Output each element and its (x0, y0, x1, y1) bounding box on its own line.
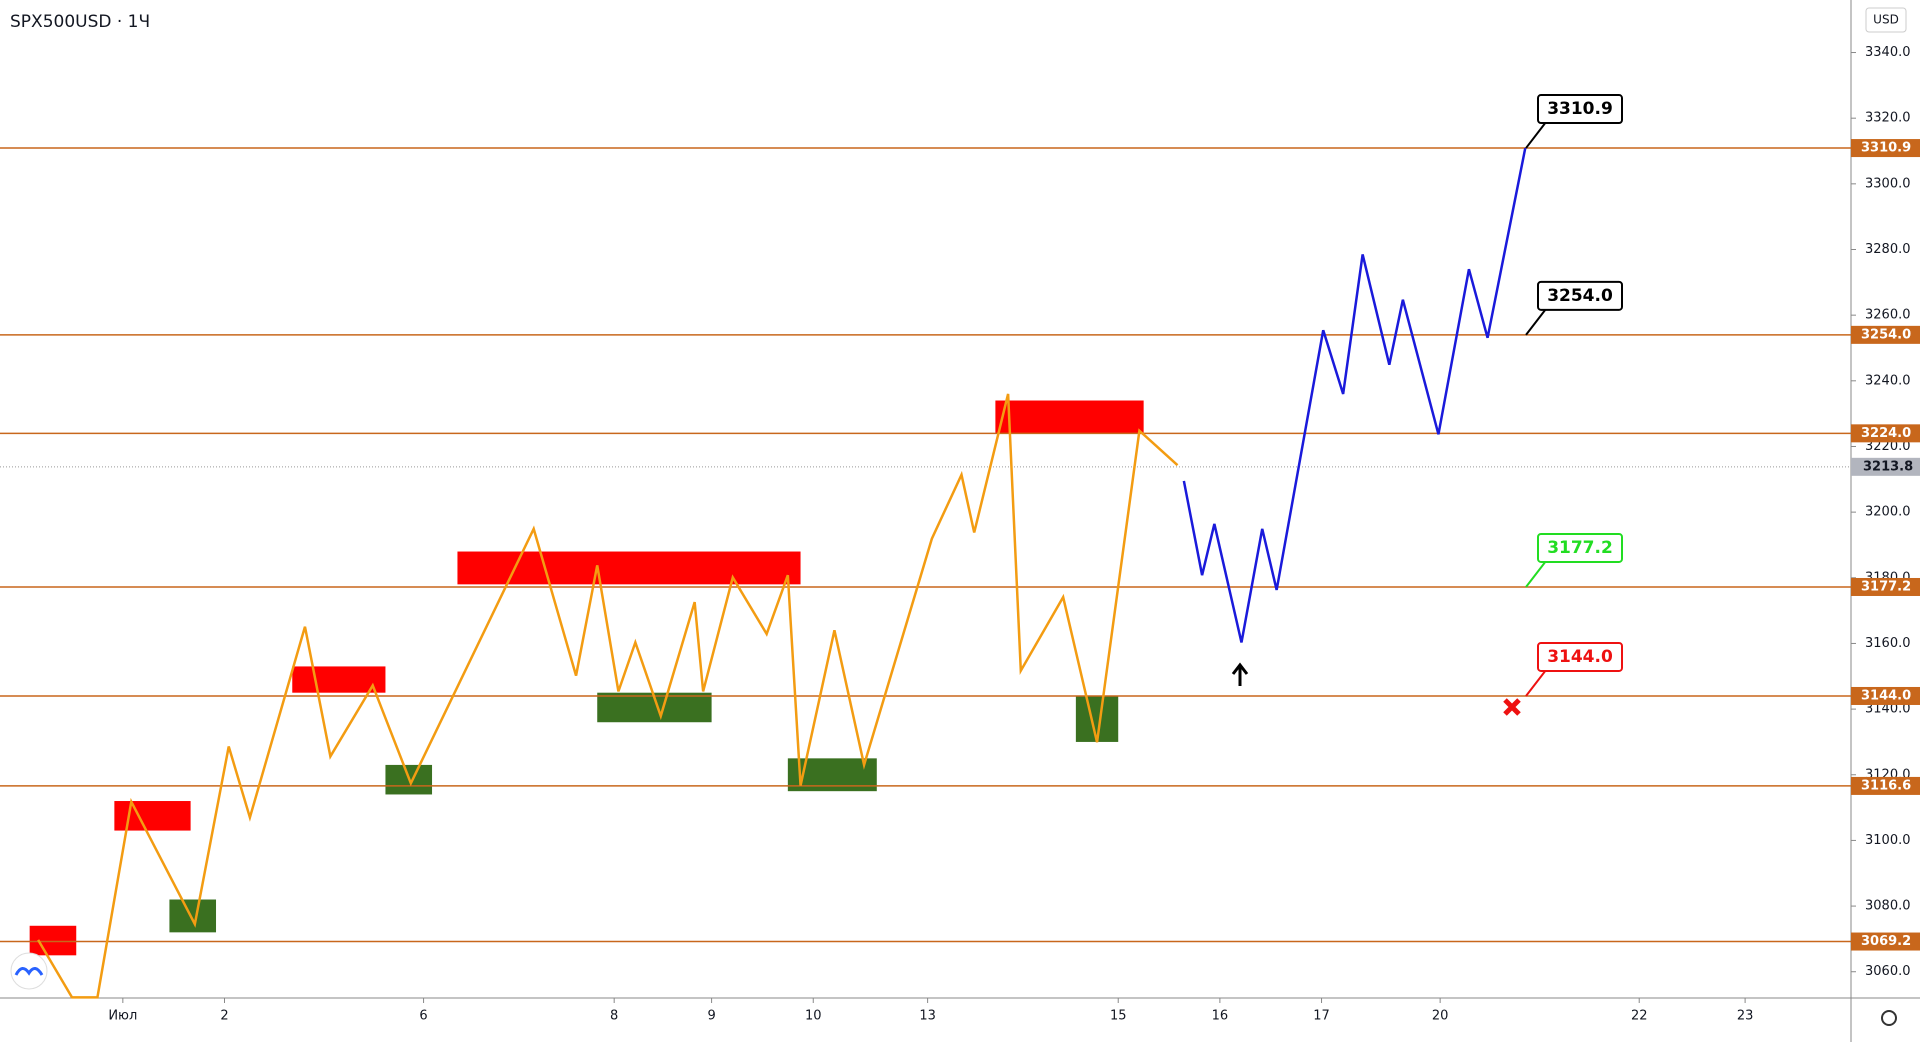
callout-label: 3177.2 (1547, 538, 1613, 558)
chart-title: SPX500USD · 1Ч (10, 12, 150, 32)
up-arrow (1231, 662, 1249, 686)
y-tick-label: 3200.0 (1865, 505, 1911, 520)
x-tick-label: 6 (419, 1009, 427, 1024)
x-tick-label: 23 (1737, 1009, 1754, 1024)
current-price-box (1851, 457, 1920, 476)
level-label: 3144.0 (1861, 688, 1911, 703)
x-tick-label: 13 (919, 1009, 936, 1024)
plot: 3060.03080.03100.03120.03140.03160.03180… (0, 45, 1920, 1024)
price-path (37, 393, 1179, 999)
y-tick-label: 3160.0 (1865, 636, 1911, 651)
level-box (1851, 325, 1920, 344)
level-label: 3177.2 (1861, 579, 1911, 594)
current-price-label: 3213.8 (1863, 459, 1913, 474)
zone (169, 899, 217, 933)
level-label: 3224.0 (1861, 426, 1911, 441)
x-tick-label: 17 (1313, 1009, 1330, 1024)
logo-mark (14, 967, 44, 976)
y-tick-label: 3280.0 (1865, 242, 1911, 257)
y-tick-label: 3220.0 (1865, 439, 1911, 454)
level-label: 3069.2 (1861, 934, 1911, 949)
price-path (1182, 147, 1527, 643)
stop-cross (1503, 698, 1521, 716)
zone (29, 925, 77, 956)
x-tick-label: 20 (1432, 1009, 1449, 1024)
callout-label: 3310.9 (1547, 99, 1613, 119)
y-tick-label: 3300.0 (1865, 176, 1911, 191)
y-tick-label: 3240.0 (1865, 373, 1911, 388)
level-box (1851, 424, 1920, 443)
settings-icon[interactable] (1881, 1010, 1897, 1026)
y-tick-label: 3060.0 (1865, 964, 1911, 979)
x-tick-label: 8 (610, 1009, 618, 1024)
level-box (1851, 577, 1920, 596)
x-tick-label: 15 (1110, 1009, 1127, 1024)
y-tick-label: 3140.0 (1865, 702, 1911, 717)
level-box (1851, 139, 1920, 158)
level-label: 3116.6 (1861, 778, 1911, 793)
level-box (1851, 932, 1920, 951)
callout-box (1537, 280, 1623, 311)
callout-box (1537, 532, 1623, 563)
x-tick-label: 16 (1212, 1009, 1229, 1024)
zone (995, 400, 1144, 434)
callout-box (1537, 641, 1623, 672)
y-tick-label: 3340.0 (1865, 45, 1911, 60)
y-tick-label: 3080.0 (1865, 899, 1911, 914)
callout-label: 3144.0 (1547, 647, 1613, 667)
x-tick-label: 10 (805, 1009, 822, 1024)
x-tick-label: 22 (1631, 1009, 1648, 1024)
callout-label: 3254.0 (1547, 286, 1613, 306)
level-label: 3254.0 (1861, 327, 1911, 342)
x-tick-label: 2 (220, 1009, 228, 1024)
x-tick-label: Июл (108, 1009, 137, 1024)
y-tick-label: 3260.0 (1865, 308, 1911, 323)
level-box (1851, 776, 1920, 795)
level-box (1851, 686, 1920, 705)
y-tick-label: 3320.0 (1865, 111, 1911, 126)
zone (114, 801, 191, 831)
y-tick-label: 3100.0 (1865, 833, 1911, 848)
currency-button[interactable] (1865, 7, 1907, 33)
level-label: 3310.9 (1861, 141, 1911, 156)
currency[interactable]: USD (1873, 13, 1899, 27)
x-tick-label: 9 (707, 1009, 715, 1024)
callout-box (1537, 94, 1623, 125)
